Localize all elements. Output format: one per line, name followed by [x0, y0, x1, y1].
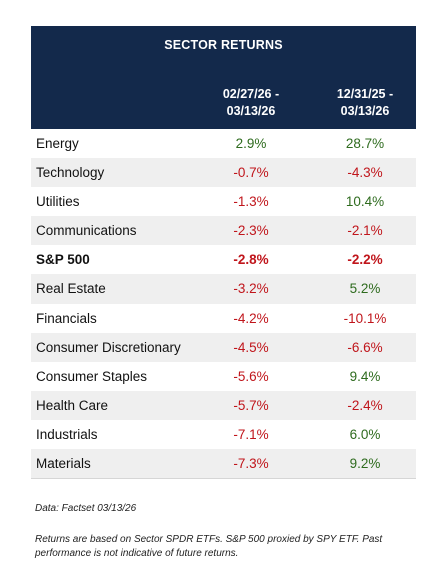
- return-period-2: 9.4%: [349, 368, 381, 384]
- table-bottom-divider: [31, 478, 416, 480]
- return-period-1: -4.2%: [233, 310, 269, 326]
- column-header-period-1: 02/27/26 - 03/13/26: [203, 86, 299, 120]
- column-header-period-2: 12/31/25 - 03/13/26: [317, 86, 413, 120]
- sector-name: Consumer Staples: [36, 368, 148, 384]
- sector-name: Health Care: [36, 397, 109, 413]
- sector-name: Financials: [36, 310, 97, 326]
- column-header-period-1-line2: 03/13/26: [226, 104, 276, 118]
- table-row: Consumer Discretionary -4.5% -6.6%: [31, 332, 416, 362]
- sector-name: Technology: [36, 165, 105, 181]
- return-period-2: 10.4%: [345, 194, 385, 210]
- return-period-2: 6.0%: [349, 426, 381, 442]
- return-period-2: -10.1%: [343, 310, 387, 326]
- column-header-period-2-line1: 12/31/25 -: [336, 87, 394, 101]
- table-body: Energy 2.9% 28.7% Technology -0.7% -4.3% Utili…: [31, 129, 416, 479]
- return-period-2: 28.7%: [345, 136, 385, 151]
- return-period-1: -1.3%: [233, 194, 269, 210]
- table-row: Financials -4.2% -10.1%: [31, 304, 416, 333]
- disclaimer-note: Returns are based on Sector SPDR ETFs. S…: [35, 534, 383, 559]
- return-period-1: 2.9%: [235, 136, 267, 151]
- sector-name: Real Estate: [36, 281, 106, 297]
- return-period-2: -4.3%: [347, 165, 383, 181]
- table-row: Utilities -1.3% 10.4%: [31, 187, 416, 216]
- table-row: Energy 2.9% 28.7%: [31, 129, 416, 158]
- return-period-1: -2.3%: [233, 223, 269, 239]
- return-period-1: -4.5%: [233, 339, 269, 355]
- sector-name: Consumer Discretionary: [36, 339, 181, 355]
- table-row: Consumer Staples -5.6% 9.4%: [31, 362, 416, 391]
- return-period-1: -7.3%: [233, 456, 269, 472]
- table-row: Materials -7.3% 9.2%: [31, 449, 416, 479]
- return-period-2: -2.1%: [347, 223, 383, 239]
- return-period-1: -5.6%: [233, 368, 269, 384]
- column-header-period-1-line1: 02/27/26 -: [222, 87, 280, 101]
- sector-returns-table: SECTOR RETURNS 02/27/26 - 03/13/26 12/31…: [31, 26, 416, 480]
- table-row: Communications -2.3% -2.1%: [31, 216, 416, 246]
- table-header: SECTOR RETURNS 02/27/26 - 03/13/26 12/31…: [31, 26, 416, 129]
- return-period-2: -6.6%: [347, 339, 383, 355]
- return-period-1: -3.2%: [233, 281, 269, 297]
- return-period-1: -5.7%: [233, 397, 269, 413]
- sector-name: S&P 500: [36, 252, 90, 268]
- table-row: Health Care -5.7% -2.4%: [31, 390, 416, 420]
- return-period-2: -2.2%: [347, 252, 383, 268]
- return-period-2: 5.2%: [349, 281, 381, 297]
- return-period-1: -7.1%: [233, 426, 269, 442]
- sector-name: Materials: [36, 456, 91, 472]
- return-period-1: -0.7%: [233, 165, 269, 181]
- table-row: Real Estate -3.2% 5.2%: [31, 274, 416, 304]
- sector-name: Industrials: [36, 426, 98, 442]
- return-period-2: -2.4%: [347, 397, 383, 413]
- column-header-period-2-line2: 03/13/26: [340, 104, 390, 118]
- sector-name: Energy: [36, 136, 79, 151]
- table-row: Technology -0.7% -4.3%: [31, 158, 416, 188]
- source-note: Data: Factset 03/13/26: [35, 503, 137, 514]
- sector-name: Communications: [36, 223, 137, 239]
- return-period-2: 9.2%: [349, 456, 381, 472]
- table-title: SECTOR RETURNS: [164, 38, 283, 52]
- sector-name: Utilities: [36, 194, 80, 210]
- table-row: S&P 500 -2.8% -2.2%: [31, 245, 416, 274]
- return-period-1: -2.8%: [233, 252, 269, 268]
- table-row: Industrials -7.1% 6.0%: [31, 420, 416, 449]
